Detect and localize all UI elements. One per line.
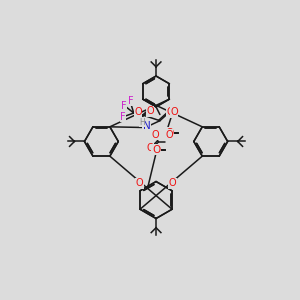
Text: O: O <box>170 107 178 117</box>
Text: O: O <box>134 107 142 117</box>
Text: O: O <box>136 178 143 188</box>
Text: O: O <box>136 178 143 188</box>
Text: F: F <box>128 96 134 106</box>
Text: O: O <box>152 145 160 155</box>
Text: F: F <box>121 101 127 111</box>
Text: O: O <box>134 107 142 117</box>
Text: O: O <box>169 178 176 188</box>
Text: N: N <box>143 121 151 131</box>
Text: O: O <box>146 143 154 153</box>
Text: O: O <box>165 130 173 140</box>
Text: O: O <box>169 178 176 188</box>
Text: F: F <box>120 112 126 122</box>
Text: O: O <box>165 128 173 138</box>
Text: O: O <box>146 106 154 116</box>
Text: O: O <box>170 107 178 117</box>
Text: O: O <box>152 130 159 140</box>
Text: O: O <box>166 107 174 117</box>
Text: H: H <box>139 118 145 127</box>
